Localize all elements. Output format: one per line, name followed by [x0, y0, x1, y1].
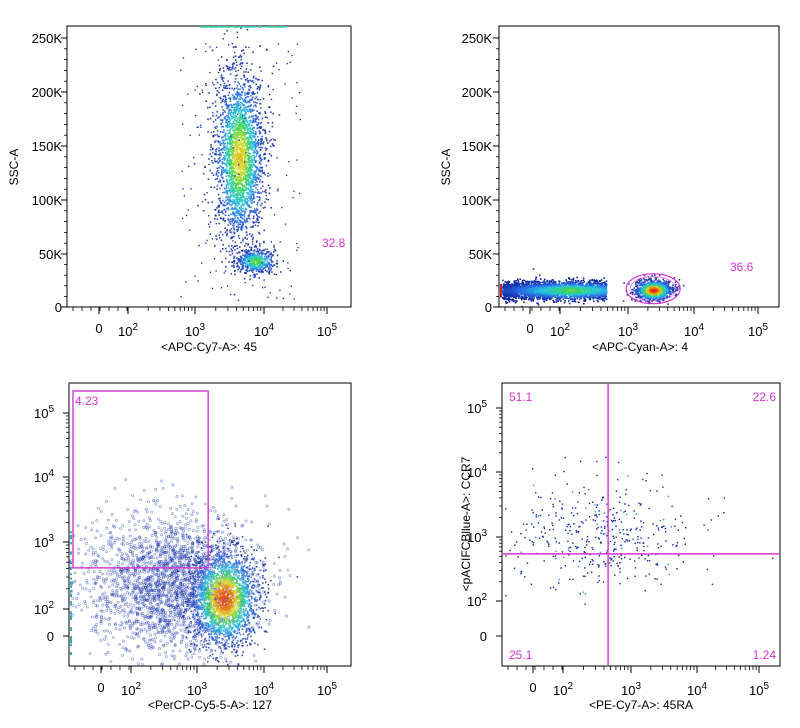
- y-tick-label: 104: [34, 468, 54, 485]
- panel-apc-cyan: 36.6 0 102 103 104 105 0 50K 100K 150K 200K 250K <…: [439, 25, 780, 354]
- panel-2-density: [500, 268, 685, 308]
- y-tick-label: 250K: [32, 31, 63, 46]
- x-tick-label: 103: [621, 681, 641, 698]
- panel-2-frame: [498, 25, 780, 308]
- y-tick-label: 100K: [462, 193, 493, 208]
- gate-ellipse: [625, 273, 681, 305]
- panel-1-x-axis-label: <APC-Cy7-A>: 45: [161, 340, 257, 354]
- y-tick-label: 200K: [32, 85, 63, 100]
- x-tick-label: 102: [118, 322, 138, 339]
- y-tick-label: 200K: [462, 85, 493, 100]
- panel-2-gates: 36.6: [625, 260, 754, 305]
- gate-label: 32.8: [322, 236, 346, 250]
- x-tick-label: 104: [687, 681, 707, 698]
- gate-label: 4.23: [75, 394, 99, 408]
- y-tick-label: 250K: [462, 31, 493, 46]
- panel-4-frame: [501, 382, 781, 667]
- x-tick-label: 104: [684, 322, 704, 339]
- y-tick-label: 50K: [39, 247, 62, 262]
- panel-2-y-axis-label: SSC-A: [439, 149, 453, 186]
- panel-1-ticks: 0 102 103 104 105 0 50K 100K 150K 200K 250K: [32, 31, 338, 339]
- panel-4-y-axis-label: <pACIFCBllue-A>: CCR7: [459, 456, 473, 591]
- x-tick-label: 103: [187, 681, 207, 698]
- quadrant-label-bottom-left: 25.1: [509, 648, 533, 662]
- x-tick-label: 102: [553, 681, 573, 698]
- y-tick-label: 102: [467, 592, 487, 609]
- panel-2-x-axis-label: <APC-Cyan-A>: 4: [592, 340, 688, 354]
- panel-3-density: [69, 478, 311, 667]
- y-tick-label: 103: [34, 533, 54, 550]
- x-tick-label: 102: [550, 322, 570, 339]
- x-tick-label: 104: [254, 681, 274, 698]
- y-tick-label: 50K: [469, 247, 492, 262]
- y-tick-label: 100K: [32, 193, 63, 208]
- panel-3-gates: 4.23: [72, 390, 209, 569]
- x-tick-label: 104: [254, 322, 274, 339]
- panel-4-gates: 51.1 22.6 25.1 1.24: [503, 384, 780, 666]
- panel-percp: 4.23 0 102 103 104 105 0 102 103 104 105 <PerCP-C…: [34, 382, 352, 712]
- panel-pe-cy7: 51.1 22.625.1 1.24 0 102 103 104 1050102103104…: [459, 382, 781, 712]
- x-tick-label: 0: [97, 680, 104, 695]
- panel-4-x-axis-label: <PE-Cy7-A>: 45RA: [589, 698, 693, 712]
- panel-1-frame: [66, 25, 352, 308]
- x-tick-label: 0: [526, 321, 533, 336]
- y-tick-label: 105: [34, 404, 54, 421]
- panel-1-y-axis-label: SSC-A: [7, 149, 21, 186]
- x-tick-label: 0: [529, 680, 536, 695]
- x-tick-label: 105: [317, 681, 337, 698]
- panel-1-gates: 32.8: [322, 236, 346, 250]
- y-tick-label: 0: [480, 629, 487, 644]
- panel-1-density: [180, 26, 301, 301]
- y-tick-label: 0: [47, 629, 54, 644]
- x-tick-label: 105: [317, 322, 337, 339]
- panel-3-ticks: 0 102 103 104 105 0 102 103 104 105: [34, 404, 337, 698]
- panel-2-ticks: 0 102 103 104 105 0 50K 100K 150K 200K 250K: [462, 31, 769, 339]
- y-tick-label: 0: [485, 300, 492, 315]
- gate-label: 36.6: [730, 260, 754, 274]
- panel-3-frame: [68, 382, 352, 667]
- y-tick-label: 102: [34, 600, 54, 617]
- x-tick-label: 0: [95, 321, 102, 336]
- quadrant-label-bottom-right: 1.24: [753, 648, 777, 662]
- gate-ellipse-inner: [629, 276, 677, 302]
- gate-rectangle: [72, 390, 209, 569]
- quadrant-label-top-right: 22.6: [753, 390, 777, 404]
- y-tick-label: 150K: [32, 139, 63, 154]
- x-tick-label: 102: [121, 681, 141, 698]
- x-tick-label: 103: [185, 322, 205, 339]
- x-tick-label: 105: [749, 681, 769, 698]
- panel-apc-cy7: 32.8 0 102 103 104 105 0 50K 100K 150K 200K 250K <…: [7, 25, 352, 354]
- y-tick-label: 150K: [462, 139, 493, 154]
- panel-3-x-axis-label: <PerCP-Cy5-5-A>: 127: [148, 698, 272, 712]
- quadrant-label-top-left: 51.1: [509, 390, 533, 404]
- y-tick-label: 105: [467, 399, 487, 416]
- x-tick-label: 105: [748, 322, 768, 339]
- x-tick-label: 103: [618, 322, 638, 339]
- y-tick-label: 0: [55, 300, 62, 315]
